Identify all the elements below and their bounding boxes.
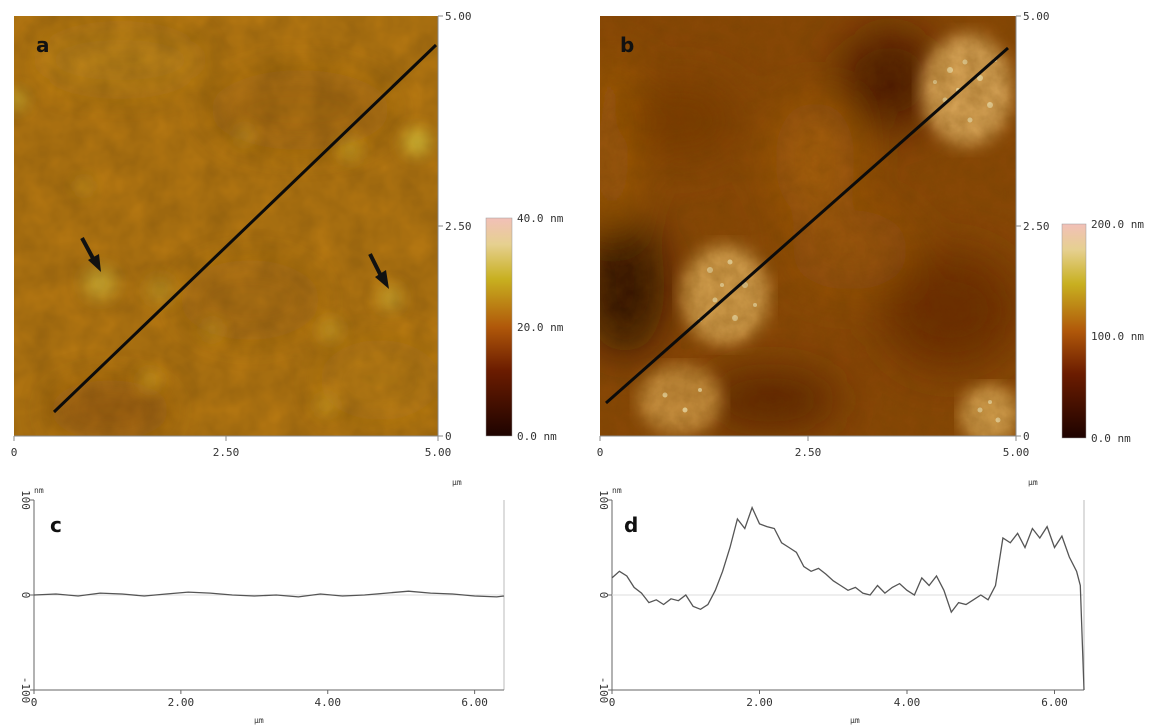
- y-tick-label: 100: [597, 490, 610, 510]
- profile-line-b: [605, 46, 1009, 405]
- y-tick-label: 0: [19, 592, 32, 599]
- panel-label-a: a: [36, 33, 50, 57]
- y-tick-label: 0: [445, 430, 452, 443]
- colorbar-b-mid: 100.0 nm: [1091, 330, 1144, 343]
- arrow-icon: [80, 237, 101, 272]
- x-tick-label: 0: [31, 696, 38, 709]
- x-tick-label: 2.00: [746, 696, 773, 709]
- x-tick-label: 4.00: [315, 696, 342, 709]
- x-tick-label: 5.00: [1003, 446, 1030, 459]
- x-tick-label: 0: [597, 446, 604, 459]
- afm-image-a: a 5.00 2.50 0 0 2.50 5.00 µm 40.0 nm 20.0 nm…: [11, 10, 564, 487]
- colorbar-b: [1061, 223, 1087, 439]
- y-tick-label: 5.00: [445, 10, 472, 23]
- x-tick-label: 2.00: [168, 696, 195, 709]
- colorbar-a: [485, 217, 513, 437]
- profile-series-c: [33, 590, 505, 598]
- y-tick-label: -100: [19, 677, 32, 704]
- colorbar-b-max: 200.0 nm: [1091, 218, 1144, 231]
- profile-line-a: [52, 43, 438, 414]
- x-tick-label: 6.00: [1041, 696, 1068, 709]
- y-unit-c: nm: [34, 486, 44, 495]
- x-unit-a: µm: [452, 478, 462, 487]
- colorbar-b-min: 0.0 nm: [1091, 432, 1131, 445]
- x-tick-label: 4.00: [894, 696, 921, 709]
- y-tick-label: 2.50: [445, 220, 472, 233]
- x-unit-b: µm: [1028, 478, 1038, 487]
- arrow-icon: [368, 253, 389, 289]
- afm-image-b: b 5.00 2.50 0 0 2.50 5.00 µm 200.0 nm 100.0 …: [597, 10, 1145, 487]
- x-tick-label: 2.50: [213, 446, 240, 459]
- x-unit-d: µm: [850, 716, 860, 725]
- colorbar-a-max: 40.0 nm: [517, 212, 564, 225]
- y-tick-label: 5.00: [1023, 10, 1050, 23]
- y-tick-label: 100: [19, 490, 32, 510]
- x-tick-label: 0: [609, 696, 616, 709]
- colorbar-a-min: 0.0 nm: [517, 430, 557, 443]
- x-tick-label: 2.50: [795, 446, 822, 459]
- y-unit-d: nm: [612, 486, 622, 495]
- panel-label-c: c: [50, 513, 62, 537]
- y-tick-label: 0: [1023, 430, 1030, 443]
- panel-label-b: b: [620, 33, 634, 57]
- x-unit-c: µm: [254, 716, 264, 725]
- panel-label-d: d: [624, 513, 638, 537]
- x-tick-label: 6.00: [461, 696, 488, 709]
- colorbar-a-mid: 20.0 nm: [517, 321, 564, 334]
- profile-series-d: [611, 505, 1085, 691]
- y-tick-label: 0: [597, 592, 610, 599]
- y-tick-label: 2.50: [1023, 220, 1050, 233]
- x-tick-label: 5.00: [425, 446, 452, 459]
- y-tick-label: -100: [597, 677, 610, 704]
- x-tick-label: 0: [11, 446, 18, 459]
